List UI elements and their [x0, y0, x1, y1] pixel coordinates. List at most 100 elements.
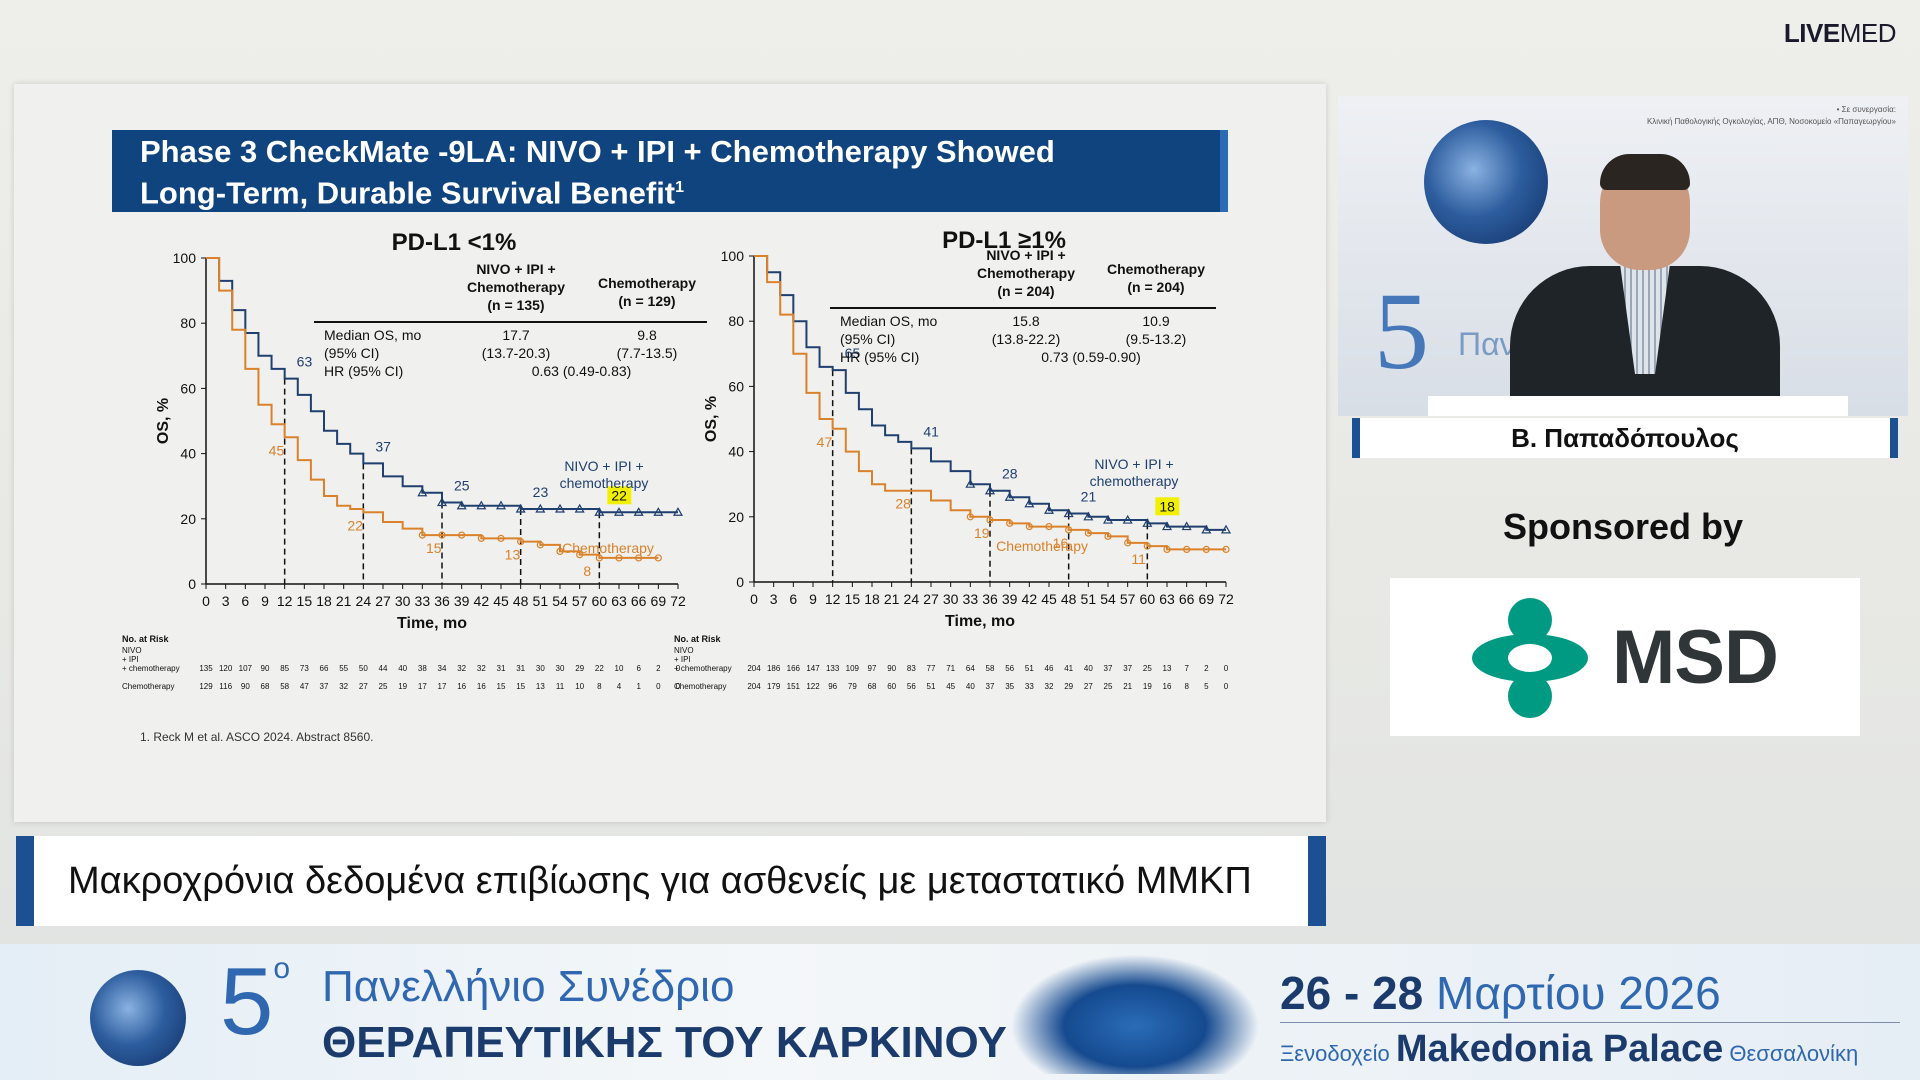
chart1-x-tick-label: 45	[493, 593, 509, 609]
chart1-risk-chemo-value: 4	[617, 682, 622, 691]
chart2-table-row-label: HR (95% CI)	[840, 349, 919, 365]
chart2-x-tick-label: 60	[1140, 591, 1156, 607]
chart2-risk-chemo-value: 68	[868, 682, 877, 691]
chart2-data-label: 47	[817, 434, 833, 450]
chart1-censor-mark	[535, 503, 546, 513]
chart1-censor-mark	[456, 500, 467, 510]
chart2-censor-mark	[1142, 518, 1153, 527]
chart1-risk-nivo-value: 55	[339, 664, 348, 673]
chart1-x-tick-label: 72	[670, 593, 686, 609]
chart2-x-tick-label: 9	[809, 591, 817, 607]
chart1-risk-chemo-value: 37	[320, 682, 329, 691]
chart1-risk-chemo-value: 16	[457, 682, 466, 691]
chart1-censor-mark	[615, 554, 623, 562]
chart1-risk-chemo-value: 11	[556, 682, 565, 691]
chart2-risk-nivo-value: 147	[806, 664, 820, 673]
chart2-table-value: (9.5-13.2)	[1126, 331, 1187, 347]
slide-footnote: 1. Reck M et al. ASCO 2024. Abstract 856…	[140, 730, 374, 744]
chart1-series-chemo-line	[206, 257, 659, 559]
chart1-risk-nivo-value: 107	[239, 664, 253, 673]
chart2-data-label: 16	[1053, 535, 1069, 551]
chart1-x-tick-label: 54	[552, 593, 568, 609]
sponsor-logo-box: MSD	[1390, 578, 1860, 736]
slide-title-line1: Phase 3 CheckMate -9LA: NIVO + IPI + Che…	[140, 134, 1055, 169]
chart2-risk-chemo-value: 32	[1045, 682, 1054, 691]
chart1-x-tick-label: 36	[434, 593, 450, 609]
chart1-risk-chemo-value: 47	[300, 682, 309, 691]
sponsored-by-label: Sponsored by	[1502, 506, 1744, 547]
chart2-x-tick-label: 39	[1002, 591, 1018, 607]
video-backdrop-text: • Σε συνεργασία: Κλινική Παθολογικής Ογκ…	[1646, 105, 1896, 126]
chart2-censor-mark	[1201, 524, 1212, 534]
chart1-y-axis-label: OS, %	[155, 398, 172, 444]
chart1-data-label: 25	[454, 478, 470, 494]
chart2-risk-nivo-value: 7	[1184, 664, 1189, 673]
chart2-x-tick-label: 33	[963, 591, 979, 607]
chart2-risk-title: No. at Risk	[674, 634, 722, 644]
footer-divider	[1280, 1022, 1900, 1023]
chart2-table-row-label: Median OS, mo	[840, 313, 937, 329]
chart1-censor-mark	[594, 507, 605, 516]
chart2-data-label: 28	[895, 496, 911, 512]
chart1-risk-nivo-value: 85	[280, 664, 289, 673]
chart2-table-value: 15.8	[1012, 313, 1039, 329]
speaker-video: • Σε συνεργασία: Κλινική Παθολογικής Ογκ…	[1338, 96, 1908, 416]
chart2-risk-label-chemo: Chemotherapy	[674, 682, 726, 691]
chart2-risk-chemo-value: 5	[1204, 682, 1209, 691]
chart2-censor-mark	[984, 485, 996, 495]
chart2-censor-mark	[1025, 522, 1033, 531]
chart1-y-tick-label: 80	[180, 315, 196, 331]
chart2-table-value: 10.9	[1142, 313, 1169, 329]
chart1-risk-nivo-value: 30	[536, 664, 545, 673]
chart1-x-tick-label: 69	[651, 593, 667, 609]
chart1-risk-chemo-value: 27	[359, 682, 368, 691]
chart2-risk-nivo-value: 58	[986, 664, 995, 673]
chart1-risk-nivo-value: 40	[398, 664, 407, 673]
chart2-risk-nivo-value: 109	[846, 664, 860, 673]
chart1-censor-mark	[574, 503, 585, 513]
chart2-title: PD-L1 ≥1%	[942, 227, 1066, 254]
chart2-risk-chemo-value: 21	[1123, 682, 1132, 691]
chart2-risk-chemo-value: 19	[1143, 682, 1152, 691]
chart2-risk-nivo-value: 37	[1123, 664, 1132, 673]
chart1-risk-nivo-value: 31	[497, 664, 506, 673]
chart2-risk-nivo-value: 97	[868, 664, 877, 673]
chart2-risk-chemo-value: 35	[1005, 682, 1014, 691]
chart2-x-tick-label: 72	[1218, 591, 1234, 607]
chart2-x-tick-label: 54	[1100, 591, 1116, 607]
chart2-y-tick-label: 60	[728, 378, 744, 394]
chart1-table-col1-header: (n = 135)	[487, 297, 544, 313]
chart1-x-tick-label: 30	[395, 593, 411, 609]
chart1-risk-label-chemo: Chemotherapy	[122, 682, 174, 691]
chart1-risk-nivo-value: 30	[556, 664, 565, 673]
chart1-censor-mark	[595, 554, 603, 562]
speaker-hair	[1600, 154, 1690, 190]
chart2-censor-mark	[1163, 545, 1171, 553]
chart2-legend-nivo: NIVO + IPI +	[1094, 456, 1173, 472]
chart1-y-tick-label: 40	[180, 446, 196, 462]
chart2-risk-chemo-value: 204	[747, 682, 761, 691]
chart2-censor-mark	[1220, 524, 1232, 534]
chart1-x-tick-label: 0	[202, 593, 210, 609]
chart2-risk-chemo-value: 45	[946, 682, 955, 691]
chart2-risk-nivo-value: 166	[787, 664, 801, 673]
chart2-risk-chemo-value: 122	[806, 682, 820, 691]
chart1-risk-chemo-value: 8	[597, 682, 602, 691]
chart2-table-row-label: (95% CI)	[840, 331, 895, 347]
chart1-x-tick-label: 6	[241, 593, 249, 609]
chart1-x-tick-label: 48	[513, 593, 529, 609]
chart2-x-tick-label: 69	[1199, 591, 1215, 607]
chart2-risk-nivo-value: 13	[1163, 664, 1172, 673]
chart1-x-tick-label: 12	[277, 593, 293, 609]
chart2-x-tick-label: 0	[750, 591, 758, 607]
chart2-risk-label-nivo: + chemotherapy	[674, 664, 732, 673]
chart1-risk-nivo-value: 73	[300, 664, 309, 673]
chart1-risk-nivo-value: 120	[219, 664, 233, 673]
chart1-table-col1-header: NIVO + IPI +	[476, 261, 555, 277]
chart1-risk-nivo-value: 32	[457, 664, 466, 673]
chart1-x-tick-label: 66	[631, 593, 647, 609]
chart1-censor-mark	[458, 531, 466, 539]
chart1-censor-mark	[438, 531, 446, 539]
chart1-table-value: 0.63 (0.49-0.83)	[532, 363, 632, 379]
chart2-risk-nivo-value: 83	[907, 664, 916, 673]
